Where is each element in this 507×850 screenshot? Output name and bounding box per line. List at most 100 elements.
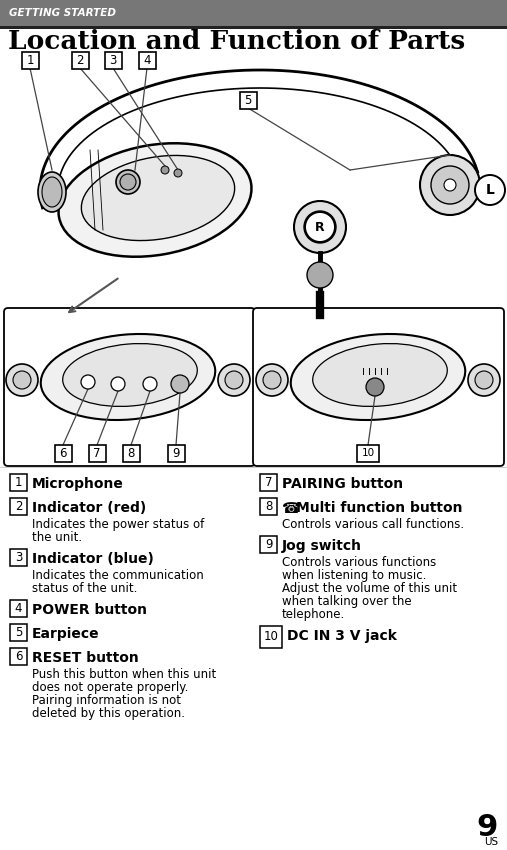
Bar (89, 445, 105, 462)
Bar (104, 52, 122, 69)
Circle shape (444, 179, 456, 191)
Text: 2: 2 (15, 500, 22, 513)
Text: ☎: ☎ (282, 501, 301, 516)
Text: Controls various call functions.: Controls various call functions. (282, 518, 464, 531)
Text: 4: 4 (143, 54, 151, 66)
Circle shape (475, 371, 493, 389)
Bar (260, 626, 282, 648)
Bar (167, 445, 185, 462)
Ellipse shape (42, 177, 62, 207)
Text: 9: 9 (477, 813, 498, 842)
Bar (260, 474, 277, 491)
Circle shape (81, 375, 95, 389)
Text: the unit.: the unit. (32, 531, 82, 544)
Circle shape (6, 364, 38, 396)
Circle shape (116, 170, 140, 194)
Bar (357, 445, 379, 462)
Text: 8: 8 (127, 446, 135, 460)
Text: deleted by this operation.: deleted by this operation. (32, 707, 185, 720)
Text: 10: 10 (264, 631, 278, 643)
Circle shape (225, 371, 243, 389)
Text: RESET button: RESET button (32, 651, 139, 665)
Circle shape (366, 378, 384, 396)
Circle shape (431, 166, 469, 204)
Text: 5: 5 (15, 626, 22, 639)
Bar (54, 445, 71, 462)
Text: 6: 6 (59, 446, 67, 460)
FancyBboxPatch shape (4, 308, 255, 466)
Bar (0, 0, 507, 26)
Ellipse shape (291, 334, 465, 420)
Text: telephone.: telephone. (282, 608, 345, 621)
Text: Indicates the communication: Indicates the communication (32, 569, 204, 582)
Bar (123, 445, 139, 462)
Ellipse shape (38, 172, 66, 212)
Text: GETTING STARTED: GETTING STARTED (9, 8, 116, 18)
Text: 9: 9 (265, 538, 272, 551)
Text: R: R (315, 220, 325, 234)
Text: does not operate properly.: does not operate properly. (32, 681, 189, 694)
Text: POWER button: POWER button (32, 603, 147, 617)
Circle shape (13, 371, 31, 389)
Text: Controls various functions: Controls various functions (282, 556, 436, 569)
Text: 8: 8 (265, 500, 272, 513)
Bar (10, 498, 27, 515)
Circle shape (304, 211, 336, 243)
Circle shape (468, 364, 500, 396)
Text: Location and Function of Parts: Location and Function of Parts (8, 29, 465, 54)
Circle shape (475, 175, 505, 205)
Bar (239, 92, 257, 109)
Circle shape (111, 377, 125, 391)
Text: 3: 3 (15, 551, 22, 564)
Bar (138, 52, 156, 69)
Text: 1: 1 (26, 54, 34, 66)
Text: Push this button when this unit: Push this button when this unit (32, 668, 216, 681)
Bar (260, 536, 277, 553)
Text: DC IN 3 V jack: DC IN 3 V jack (287, 629, 397, 643)
FancyBboxPatch shape (253, 308, 504, 466)
Circle shape (143, 377, 157, 391)
Text: Earpiece: Earpiece (32, 627, 99, 641)
Text: Indicates the power status of: Indicates the power status of (32, 518, 204, 531)
Text: Indicator (blue): Indicator (blue) (32, 552, 154, 566)
Bar (71, 52, 89, 69)
Text: 7: 7 (265, 476, 272, 489)
Circle shape (174, 169, 182, 177)
Ellipse shape (81, 156, 235, 241)
Text: Jog switch: Jog switch (282, 539, 362, 553)
Text: 3: 3 (110, 54, 117, 66)
Bar (10, 474, 27, 491)
Circle shape (294, 201, 346, 253)
Bar (10, 549, 27, 566)
Bar (10, 600, 27, 617)
Ellipse shape (63, 343, 197, 406)
Ellipse shape (58, 144, 251, 257)
Circle shape (120, 174, 136, 190)
Text: US: US (484, 837, 498, 847)
Ellipse shape (41, 334, 215, 420)
Text: 1: 1 (15, 476, 22, 489)
Bar (21, 52, 39, 69)
Circle shape (420, 155, 480, 215)
Text: L: L (486, 183, 494, 197)
Circle shape (307, 262, 333, 288)
Circle shape (263, 371, 281, 389)
Text: Multi function button: Multi function button (296, 501, 462, 515)
Circle shape (171, 375, 189, 393)
Text: status of the unit.: status of the unit. (32, 582, 137, 595)
Text: Pairing information is not: Pairing information is not (32, 694, 181, 707)
Circle shape (161, 166, 169, 174)
Text: Indicator (red): Indicator (red) (32, 501, 146, 515)
Text: Adjust the volume of this unit: Adjust the volume of this unit (282, 582, 457, 595)
Bar (0, 26, 507, 29)
Text: 4: 4 (15, 602, 22, 615)
Text: 2: 2 (76, 54, 84, 66)
Text: 5: 5 (244, 94, 251, 106)
Text: when listening to music.: when listening to music. (282, 569, 426, 582)
Text: 7: 7 (93, 446, 101, 460)
Text: PAIRING button: PAIRING button (282, 477, 403, 491)
Ellipse shape (313, 343, 447, 406)
Circle shape (218, 364, 250, 396)
Circle shape (305, 212, 335, 242)
Text: 10: 10 (361, 448, 375, 458)
